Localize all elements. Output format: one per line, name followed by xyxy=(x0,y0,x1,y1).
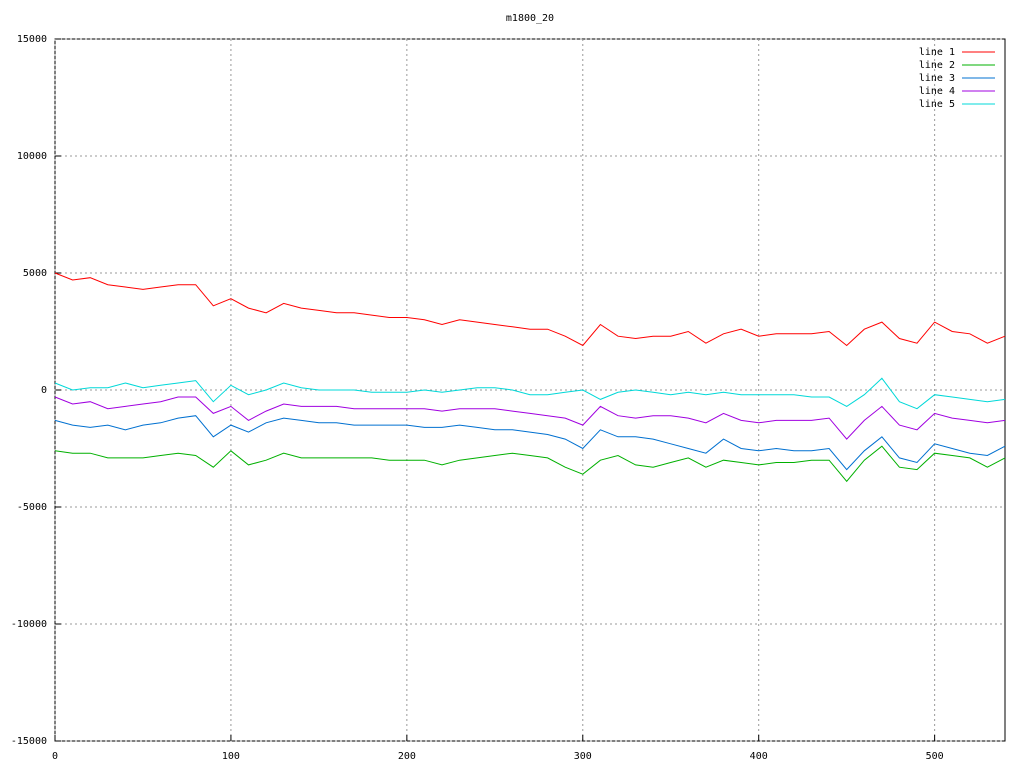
y-tick-label: 0 xyxy=(41,385,47,396)
legend-label: line 4 xyxy=(919,86,955,97)
data-line xyxy=(54,415,1006,471)
legend-label: line 5 xyxy=(919,99,955,110)
legend-label: line 1 xyxy=(919,47,955,58)
y-tick-label: 5000 xyxy=(23,268,47,279)
y-tick-label: -15000 xyxy=(11,736,47,747)
x-tick-label: 300 xyxy=(574,751,592,762)
data-line xyxy=(54,445,1006,483)
x-tick-label: 100 xyxy=(222,751,240,762)
data-line xyxy=(54,396,1006,440)
y-tick-label: 15000 xyxy=(17,34,47,45)
x-tick-label: 500 xyxy=(926,751,944,762)
y-tick-label: 10000 xyxy=(17,151,47,162)
y-tick-label: -5000 xyxy=(17,502,47,513)
chart-title: m1800_20 xyxy=(506,13,554,24)
legend-label: line 3 xyxy=(919,73,955,84)
data-line xyxy=(54,377,1006,410)
x-tick-label: 200 xyxy=(398,751,416,762)
data-line xyxy=(54,272,1006,347)
legend-label: line 2 xyxy=(919,60,955,71)
y-tick-label: -10000 xyxy=(11,619,47,630)
x-tick-label: 0 xyxy=(52,751,58,762)
x-tick-label: 400 xyxy=(750,751,768,762)
